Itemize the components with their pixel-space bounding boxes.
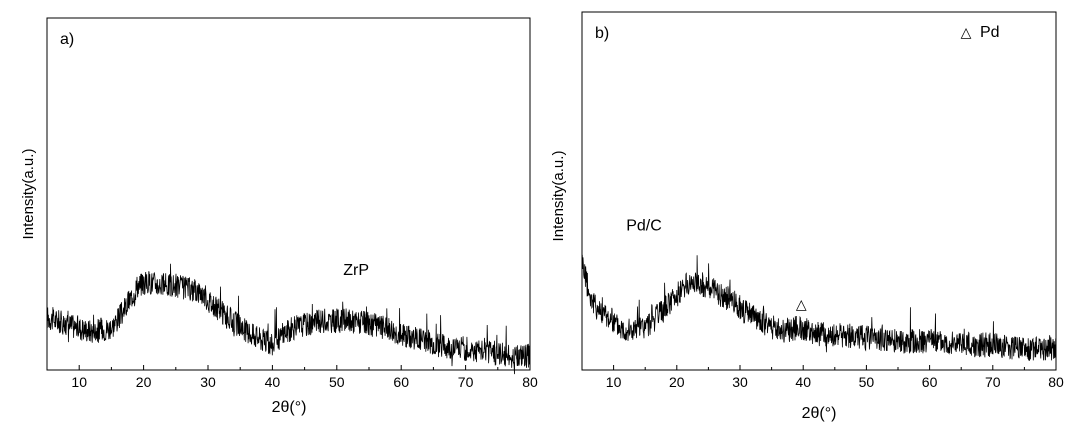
annotation-zrp: ZrP bbox=[343, 262, 369, 279]
x-tick-label: 30 bbox=[732, 374, 748, 390]
x-tick-label: 20 bbox=[136, 374, 152, 390]
y-axis-label-b: Intensity(a.u.) bbox=[550, 151, 567, 242]
xrd-curve-pdc bbox=[581, 254, 1057, 361]
y-axis-label-a: Intensity(a.u.) bbox=[20, 149, 37, 240]
x-tick-label: 10 bbox=[71, 374, 87, 390]
xrd-curve-zrp bbox=[46, 263, 531, 375]
x-tick-label: 80 bbox=[522, 374, 538, 390]
x-tick-label: 50 bbox=[859, 374, 875, 390]
annotation-pdc: Pd/C bbox=[626, 217, 662, 234]
x-tick-label: 80 bbox=[1048, 374, 1064, 390]
panel-label-a: a) bbox=[60, 31, 74, 48]
x-ticks-a: 10 20 30 40 50 60 70 80 bbox=[46, 365, 538, 390]
x-tick-label: 60 bbox=[393, 374, 409, 390]
x-tick-label: 40 bbox=[795, 374, 811, 390]
x-tick-label: 20 bbox=[669, 374, 685, 390]
x-tick-label: 10 bbox=[606, 374, 622, 390]
legend-label-pd: Pd bbox=[980, 24, 1000, 41]
x-tick-label: 70 bbox=[458, 374, 474, 390]
pd-peak-marker: △ bbox=[796, 296, 807, 312]
x-tick-label: 50 bbox=[329, 374, 345, 390]
panel-label-b: b) bbox=[595, 25, 609, 42]
plot-frame-a bbox=[46, 17, 531, 371]
x-tick-label: 40 bbox=[265, 374, 281, 390]
x-tick-label: 60 bbox=[922, 374, 938, 390]
panel-a: 10 20 30 40 50 60 70 80 a) ZrP 2θ(°) Intensity(… bbox=[20, 17, 538, 416]
panel-b: 10 20 30 40 50 60 70 80 b) Pd/C △ △ Pd 2θ(°) In… bbox=[550, 11, 1064, 422]
legend: △ Pd bbox=[961, 24, 1000, 41]
x-axis-label-b: 2θ(°) bbox=[802, 405, 837, 422]
x-tick-label: 70 bbox=[985, 374, 1001, 390]
x-tick-label: 30 bbox=[200, 374, 216, 390]
legend-marker-pd: △ bbox=[961, 24, 972, 40]
x-axis-label-a: 2θ(°) bbox=[272, 399, 307, 416]
x-ticks-b: 10 20 30 40 50 60 70 80 bbox=[581, 365, 1064, 390]
plot-frame-b bbox=[581, 11, 1057, 371]
